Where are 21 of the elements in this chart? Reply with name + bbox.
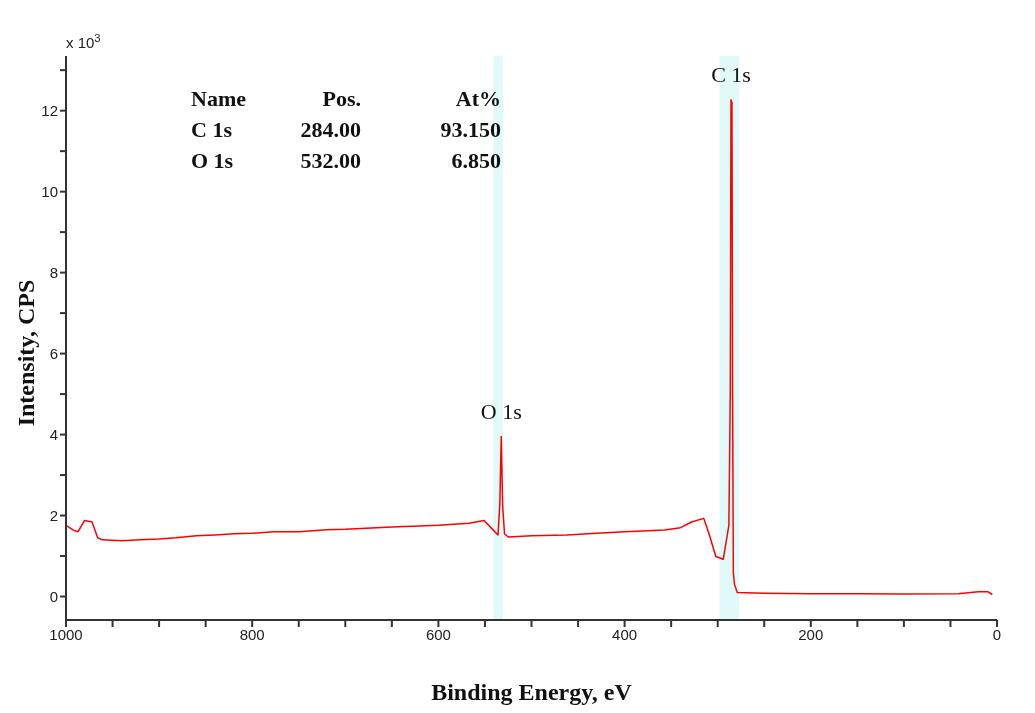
y-tick-label: 0 [49,587,58,605]
text: Name Pos. At% [191,86,501,111]
x-tick-label: 400 [612,625,638,643]
y-tick-label: 2 [49,506,58,524]
x-tick-label: 800 [239,625,265,643]
annotation: O 1s [480,398,522,424]
y-tick-label: 10 [41,182,58,200]
y-tick-label: 8 [49,263,58,281]
text: O 1s 532.00 6.850 [191,148,501,173]
x-tick-label: 200 [798,625,824,643]
text: C 1s 284.00 93.150 [191,117,501,142]
x-tick-label: 0 [992,625,1002,643]
x-axis-title: Binding Energy, eV [431,679,633,705]
x-tick-label: 600 [425,625,451,643]
y-tick-label: 12 [41,101,58,119]
y-axis-title: Intensity, CPS [13,279,39,427]
annotation: C 1s [711,61,751,87]
y-tick-label: 4 [49,425,58,443]
y-tick-label: 6 [49,344,58,362]
text: x 10$^{3}$ [66,32,101,51]
x-tick-label: 1000 [49,625,83,643]
